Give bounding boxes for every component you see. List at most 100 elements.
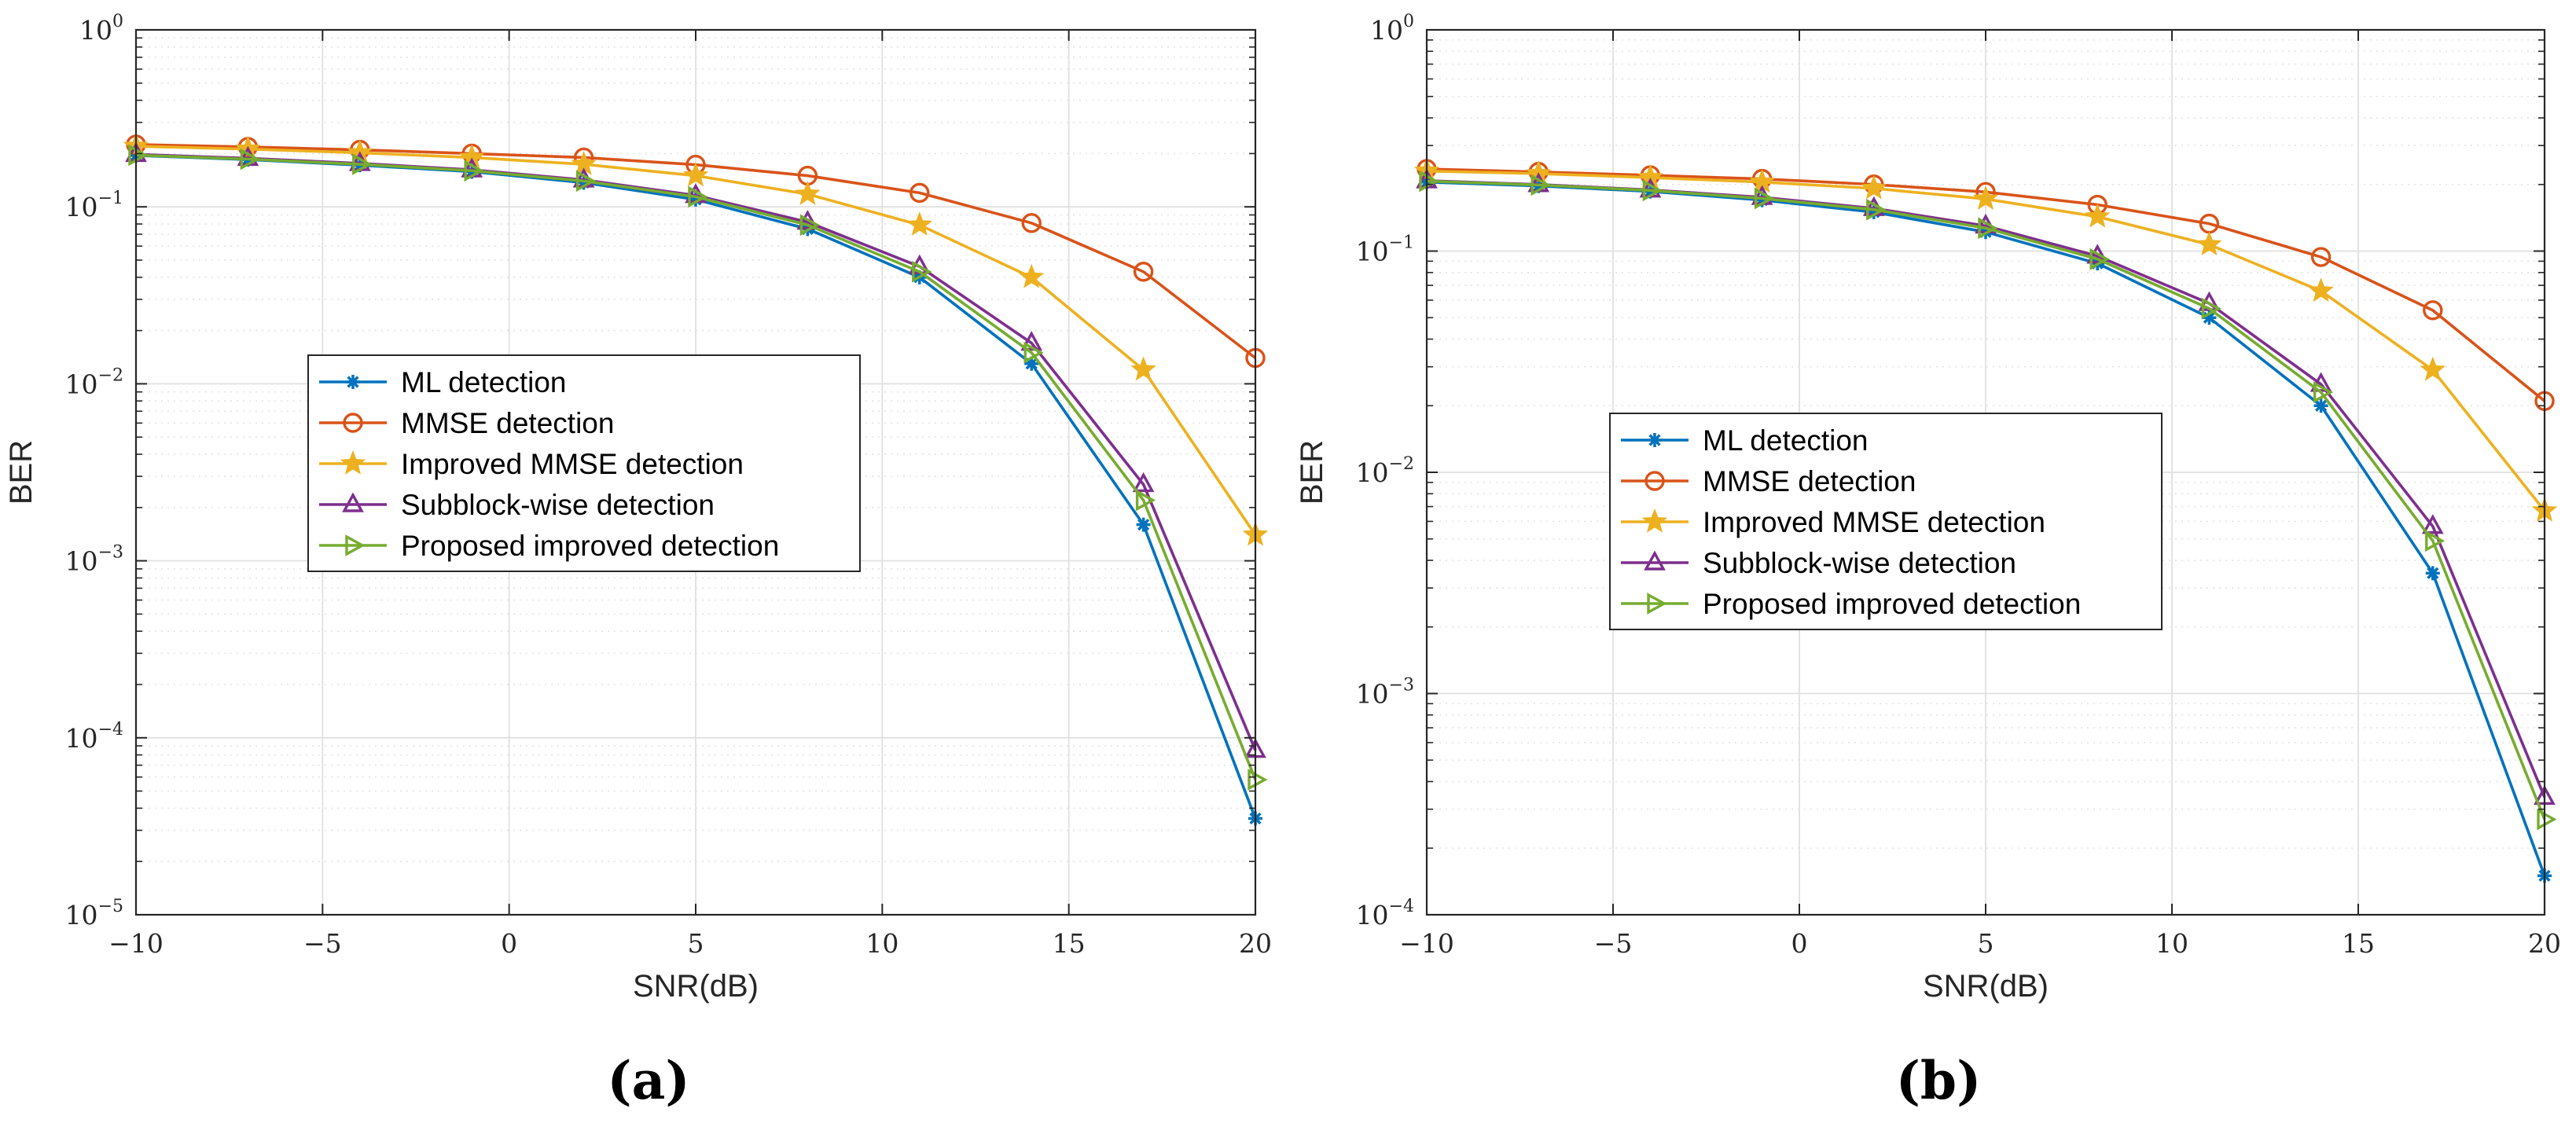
- x-axis-label: SNR(dB): [1923, 969, 2049, 1004]
- proposed-data-point: [1978, 217, 1998, 240]
- y-axis-label: BER: [1295, 440, 1329, 505]
- y-tick-label: 100: [79, 12, 123, 46]
- x-tick-label: 15: [2342, 928, 2375, 959]
- panel-b-legend: ML detection MMSE detection Improved MMSE …: [1609, 413, 2163, 630]
- panel-a-ticks: [135, 29, 1256, 916]
- x-tick-label: −10: [1399, 928, 1454, 959]
- legend-marker-mmse: [343, 413, 363, 433]
- panel-b-series-proposed: [1419, 170, 2557, 831]
- proposed-data-point: [575, 170, 597, 193]
- x-tick-label: −5: [303, 928, 342, 959]
- mmse-data-point: [1133, 262, 1154, 282]
- legend-label-proposed: Proposed improved detection: [1703, 588, 2081, 620]
- x-tick-label: −5: [1594, 928, 1633, 959]
- proposed-data-point: [240, 148, 260, 171]
- legend-marker-proposed: [1647, 593, 1667, 615]
- improved_mmse-data-point: [1861, 174, 1887, 200]
- mmse-data-point: [2310, 247, 2332, 267]
- proposed-data-point: [799, 214, 820, 237]
- x-tick-label: −10: [108, 928, 164, 959]
- y-tick-label: 10−2: [65, 365, 123, 399]
- proposed-series-line: [1426, 179, 2546, 820]
- ml-data-point: [1136, 517, 1151, 532]
- y-tick-label: 10−4: [1356, 897, 1414, 930]
- proposed-data-point: [2537, 808, 2557, 831]
- proposed-data-point: [464, 160, 484, 182]
- y-tick-label: 100: [1370, 12, 1414, 46]
- legend-box: [1609, 413, 2163, 630]
- ml-data-point: [2425, 566, 2440, 581]
- legend-marker-improved_mmse: [1641, 508, 1668, 533]
- improved_mmse-data-point: [2196, 231, 2222, 256]
- legend-marker-subblock: [342, 492, 364, 512]
- y-tick-label: 10−5: [65, 897, 123, 930]
- x-tick-label: 5: [1978, 928, 1994, 959]
- y-axis-label: BER: [4, 440, 39, 505]
- subblock-data-point: [2421, 514, 2444, 534]
- x-tick-label: 5: [688, 928, 704, 959]
- mmse-data-point: [2423, 300, 2443, 321]
- proposed-data-point: [2201, 297, 2221, 320]
- legend-marker-ml: [346, 375, 360, 389]
- ml-data-point: [576, 175, 591, 190]
- improved_mmse-data-point: [682, 162, 709, 187]
- legend-marker-proposed: [345, 534, 366, 556]
- ml-data-point: [2202, 310, 2217, 325]
- improved_mmse-data-point: [1130, 356, 1156, 381]
- proposed-data-point: [1419, 170, 1439, 193]
- panel-a-label: (a): [607, 1050, 689, 1111]
- ml-data-point: [2313, 398, 2328, 413]
- x-tick-label: 20: [2528, 928, 2561, 959]
- proposed-data-point: [688, 185, 708, 208]
- proposed-data-point: [2425, 530, 2446, 552]
- mmse-data-point: [1021, 213, 1042, 233]
- ml-data-point: [1866, 204, 1881, 219]
- improved_mmse-data-point: [2308, 277, 2334, 303]
- legend-label-mmse: MMSE detection: [1703, 465, 1916, 497]
- x-axis-label: SNR(dB): [633, 969, 759, 1004]
- proposed-data-point: [1248, 769, 1268, 791]
- panel-b-chart: −10 −5 0 5 10 15 20 100 10−1 10−2 10−3 10−4 SNR(dB) B…: [1295, 12, 2561, 1111]
- panel-a-legend: ML detection MMSE detection Improved MMSE …: [307, 354, 861, 572]
- proposed-data-point: [2313, 381, 2334, 404]
- y-tick-label: 10−1: [1356, 233, 1414, 267]
- proposed-data-point: [1135, 489, 1156, 512]
- legend-label-mmse: MMSE detection: [401, 407, 614, 439]
- subblock-data-point: [796, 210, 819, 230]
- panel-b-ticks: [1426, 29, 2545, 916]
- x-tick-label: 15: [1053, 928, 1086, 959]
- legend-marker-improved_mmse: [340, 450, 366, 475]
- proposed-data-point: [1754, 187, 1775, 210]
- y-tick-label: 10−2: [1356, 454, 1414, 488]
- proposed-data-point: [128, 144, 149, 167]
- x-tick-label: 20: [1239, 928, 1272, 959]
- legend-box: [307, 354, 861, 572]
- legend-label-proposed: Proposed improved detection: [401, 530, 779, 562]
- y-tick-label: 10−1: [65, 189, 123, 222]
- y-tick-label: 10−3: [1356, 676, 1414, 710]
- subblock-data-point: [1020, 330, 1043, 351]
- proposed-data-point: [352, 153, 373, 175]
- ml-data-point: [1024, 356, 1039, 371]
- improved_mmse-data-point: [2084, 203, 2111, 228]
- ml-data-point: [1755, 193, 1769, 207]
- legend-label-subblock: Subblock-wise detection: [1703, 547, 2016, 579]
- panel-a-series-proposed: [128, 144, 1268, 791]
- proposed-data-point: [912, 260, 932, 283]
- legend-marker-mmse: [1644, 471, 1665, 491]
- improved_mmse-data-point: [2420, 356, 2446, 381]
- legend-label-ml: ML detection: [1703, 424, 1868, 457]
- mmse-data-point: [910, 182, 930, 204]
- proposed-data-point: [1642, 179, 1663, 202]
- legend-label-improved_mmse: Improved MMSE detection: [1703, 506, 2045, 538]
- legend-label-ml: ML detection: [401, 366, 566, 398]
- x-tick-label: 0: [501, 928, 517, 959]
- subblock-data-point: [1132, 472, 1155, 493]
- proposed-data-point: [1023, 341, 1044, 364]
- y-tick-label: 10−3: [65, 543, 123, 577]
- legend-label-subblock: Subblock-wise detection: [401, 489, 715, 521]
- proposed-data-point: [2089, 248, 2110, 270]
- x-tick-label: 0: [1791, 928, 1808, 959]
- improved_mmse-data-point: [795, 180, 821, 205]
